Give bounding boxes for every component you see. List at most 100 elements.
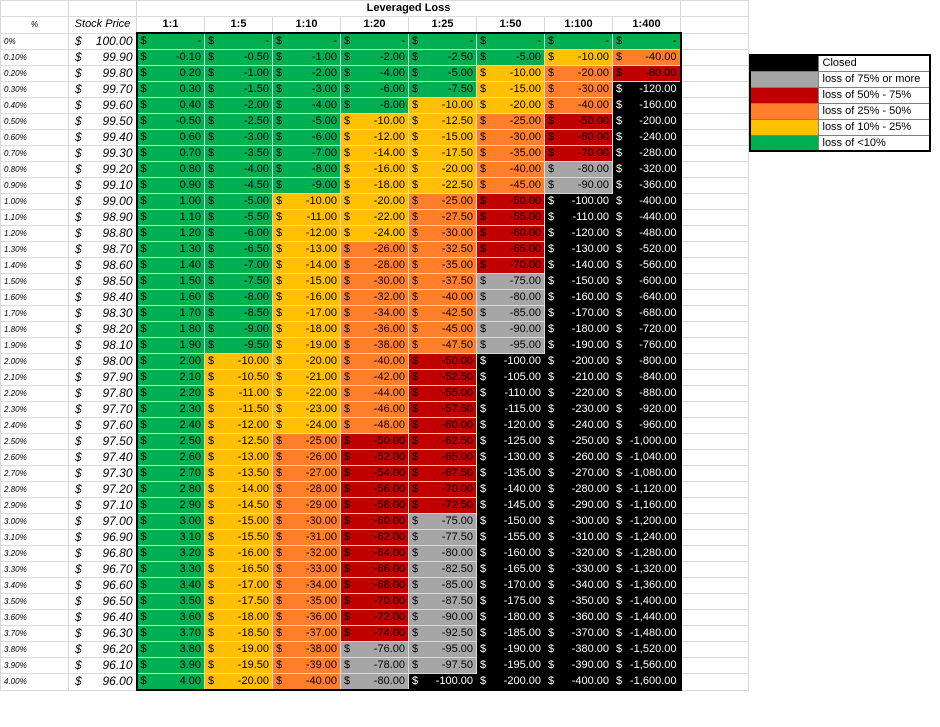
blank-cell[interactable] — [0, 0, 69, 17]
loss-cell[interactable]: $ -25.00 — [476, 113, 545, 130]
loss-cell[interactable]: $ -260.00 — [544, 449, 613, 466]
loss-cell[interactable]: $ -37.50 — [408, 273, 477, 290]
loss-cell[interactable]: $ -60.00 — [340, 513, 409, 530]
loss-cell[interactable]: $1.80 — [135, 321, 205, 338]
loss-cell[interactable]: $ -270.00 — [544, 465, 613, 482]
loss-cell[interactable]: $ - — [408, 32, 477, 50]
pct-cell[interactable]: 3.70% — [0, 625, 69, 642]
loss-cell[interactable]: $ -230.00 — [544, 401, 613, 418]
loss-cell[interactable]: $ -12.00 — [272, 225, 341, 242]
loss-cell[interactable]: $2.70 — [135, 465, 205, 482]
loss-cell[interactable]: $ -4.00 — [272, 97, 341, 114]
pct-cell[interactable]: 1.60% — [0, 289, 69, 306]
loss-cell[interactable]: $ -16.00 — [204, 545, 273, 562]
loss-cell[interactable]: $ -47.50 — [408, 337, 477, 354]
loss-cell[interactable]: $ -40.00 — [544, 97, 613, 114]
loss-cell[interactable]: $ -18.00 — [340, 177, 409, 194]
price-cell[interactable]: $96.70 — [68, 561, 137, 578]
loss-cell[interactable]: $ - — [272, 32, 341, 50]
loss-cell[interactable]: $ -640.00 — [612, 289, 682, 306]
loss-cell[interactable]: $ -32.50 — [408, 241, 477, 258]
loss-cell[interactable]: $ -15.00 — [476, 81, 545, 98]
loss-cell[interactable]: $ -70.00 — [476, 257, 545, 274]
loss-cell[interactable]: $2.10 — [135, 369, 205, 386]
blank-cell[interactable] — [680, 305, 749, 322]
loss-cell[interactable]: $3.00 — [135, 513, 205, 530]
pct-cell[interactable]: 1.70% — [0, 305, 69, 322]
loss-cell[interactable]: $ -64.00 — [340, 545, 409, 562]
loss-cell[interactable]: $ -22.00 — [340, 209, 409, 226]
loss-cell[interactable]: $ -4.00 — [204, 161, 273, 178]
pct-cell[interactable]: 2.70% — [0, 465, 69, 482]
loss-cell[interactable]: $ -16.50 — [204, 561, 273, 578]
loss-cell[interactable]: $ -290.00 — [544, 497, 613, 514]
loss-cell[interactable]: $ -35.00 — [476, 145, 545, 162]
loss-cell[interactable]: $ -1.50 — [204, 81, 273, 98]
loss-cell[interactable]: $ -1,320.00 — [612, 561, 682, 578]
loss-cell[interactable]: $ -66.00 — [340, 561, 409, 578]
pct-cell[interactable]: 2.80% — [0, 481, 69, 498]
loss-cell[interactable]: $ -6.50 — [204, 241, 273, 258]
loss-cell[interactable]: $ -68.00 — [340, 577, 409, 594]
loss-cell[interactable]: $ -1,240.00 — [612, 529, 682, 546]
loss-cell[interactable]: $ -360.00 — [612, 177, 682, 194]
loss-cell[interactable]: $ -1,600.00 — [612, 673, 682, 691]
price-cell[interactable]: $96.20 — [68, 641, 137, 658]
loss-cell[interactable]: $ -28.00 — [340, 257, 409, 274]
loss-cell[interactable]: $ -42.00 — [340, 369, 409, 386]
loss-cell[interactable]: $ -30.00 — [272, 513, 341, 530]
blank-cell[interactable] — [680, 513, 749, 530]
price-cell[interactable]: $97.80 — [68, 385, 137, 402]
blank-cell[interactable] — [68, 0, 137, 17]
loss-cell[interactable]: $ -17.00 — [204, 577, 273, 594]
price-cell[interactable]: $99.00 — [68, 193, 137, 210]
loss-cell[interactable]: $ -7.00 — [272, 145, 341, 162]
legend-swatch[interactable] — [749, 134, 819, 152]
loss-cell[interactable]: $ -760.00 — [612, 337, 682, 354]
price-cell[interactable]: $97.70 — [68, 401, 137, 418]
loss-cell[interactable]: $ -5.00 — [476, 49, 545, 66]
loss-cell[interactable]: $ -3.00 — [204, 129, 273, 146]
loss-cell[interactable]: $ -100.00 — [476, 353, 545, 370]
blank-cell[interactable] — [680, 273, 749, 290]
price-cell[interactable]: $97.60 — [68, 417, 137, 434]
loss-cell[interactable]: $ -37.00 — [272, 625, 341, 642]
loss-cell[interactable]: $ -18.50 — [204, 625, 273, 642]
loss-cell[interactable]: $ -75.00 — [476, 273, 545, 290]
loss-cell[interactable]: $ -340.00 — [544, 577, 613, 594]
blank-cell[interactable] — [680, 465, 749, 482]
loss-cell[interactable]: $ -370.00 — [544, 625, 613, 642]
loss-cell[interactable]: $ -67.50 — [408, 465, 477, 482]
loss-cell[interactable]: $ -160.00 — [612, 97, 682, 114]
loss-cell[interactable]: $ -100.00 — [544, 193, 613, 210]
loss-cell[interactable]: $ -8.00 — [204, 289, 273, 306]
loss-cell[interactable]: $ -300.00 — [544, 513, 613, 530]
loss-cell[interactable]: $ -36.00 — [272, 609, 341, 626]
loss-cell[interactable]: $2.90 — [135, 497, 205, 514]
loss-cell[interactable]: $ -60.00 — [408, 417, 477, 434]
loss-cell[interactable]: $ -20.00 — [544, 65, 613, 82]
loss-cell[interactable]: $ -90.00 — [408, 609, 477, 626]
pct-cell[interactable]: 0.20% — [0, 65, 69, 82]
loss-cell[interactable]: $ -70.00 — [340, 593, 409, 610]
blank-cell[interactable] — [680, 257, 749, 274]
price-cell[interactable]: $99.50 — [68, 113, 137, 130]
pct-cell[interactable]: 2.50% — [0, 433, 69, 450]
loss-cell[interactable]: $ -10.50 — [204, 369, 273, 386]
loss-cell[interactable]: $ -28.00 — [272, 481, 341, 498]
price-cell[interactable]: $96.50 — [68, 593, 137, 610]
loss-cell[interactable]: $ -85.00 — [476, 305, 545, 322]
price-cell[interactable]: $97.00 — [68, 513, 137, 530]
loss-cell[interactable]: $ -190.00 — [476, 641, 545, 658]
price-cell[interactable]: $98.60 — [68, 257, 137, 274]
pct-cell[interactable]: 0.60% — [0, 129, 69, 146]
loss-cell[interactable]: $ -48.00 — [340, 417, 409, 434]
blank-cell[interactable] — [680, 657, 749, 674]
loss-cell[interactable]: $ -52.50 — [408, 369, 477, 386]
loss-cell[interactable]: $1.50 — [135, 273, 205, 290]
loss-cell[interactable]: $ -35.00 — [408, 257, 477, 274]
loss-cell[interactable]: $4.00 — [135, 673, 205, 691]
blank-cell[interactable] — [680, 545, 749, 562]
loss-cell[interactable]: $ -62.00 — [340, 529, 409, 546]
loss-cell[interactable]: $ -120.00 — [544, 225, 613, 242]
